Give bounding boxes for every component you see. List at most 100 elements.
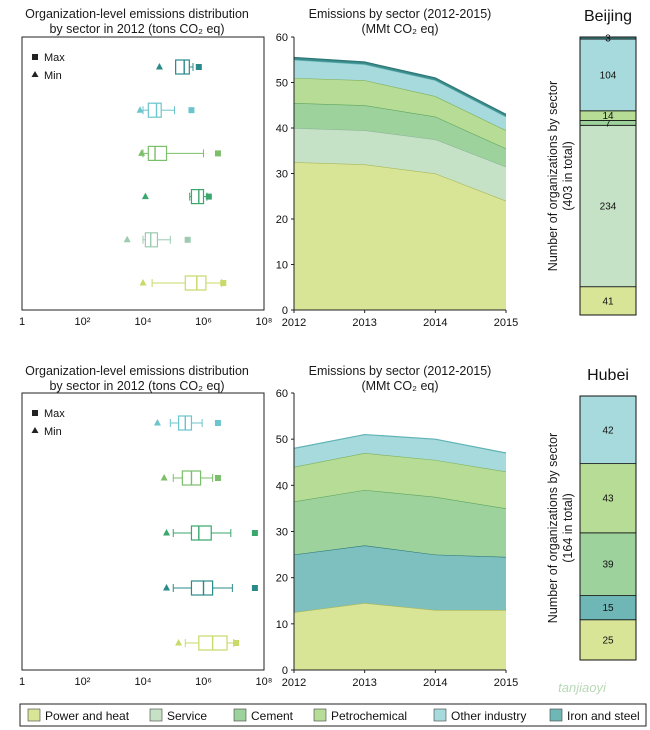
x-tick-label: 2013 [352,677,376,689]
max-marker [214,420,221,426]
segment-value-label: 25 [602,635,614,646]
marker-legend: Max Min [31,408,65,438]
y-tick-label: 10 [276,260,288,272]
x-tick-label: 2015 [494,677,518,689]
x-tick-label: 2012 [282,677,306,689]
segment-value-label: 14 [602,111,614,122]
legend-label: Petrochemical [331,709,407,723]
min-marker [155,63,163,70]
x-tick-label: 10⁸ [256,316,273,328]
segment-value-label: 39 [602,560,614,571]
area-power-and-heat [294,603,506,670]
legend-swatch [433,708,447,722]
min-marker [136,106,144,113]
iqr-box [190,525,212,541]
box-cement [141,189,212,205]
box-power-and-heat [175,635,240,651]
stacked-bar-0: Beijing Number of organizations by sector… [546,8,637,316]
y-tick-label: 30 [276,527,288,539]
box-iron-and-steel [155,59,202,75]
max-label: Max [44,408,65,420]
legend-item-petrochemical: Petrochemical [313,708,407,723]
legend-item-cement: Cement [233,708,294,723]
area-other-industry [294,434,506,472]
area-edge-petrochemical [293,452,507,473]
bar-frame [579,36,637,316]
plot-frame [21,36,265,311]
area-power-and-heat [294,162,506,310]
area-petrochemical [294,77,506,149]
y-tick-label: 30 [276,169,288,181]
legend-label: Service [167,709,207,723]
legend-label: Iron and steel [567,709,640,723]
area-title-line-0: Emissions by sector (2012-2015) [309,7,492,21]
max-marker-icon [32,54,38,60]
max-label: Max [44,52,65,64]
bar-segment-power-and-heat [579,619,637,661]
segment-value-label: 104 [600,70,617,81]
y-tick-label: 40 [276,480,288,492]
x-tick-label: 10⁶ [195,316,212,328]
segment-value-label: 41 [602,296,614,307]
min-marker [139,279,147,286]
legend-item-power-and-heat: Power and heat [27,708,130,723]
legend-swatch [313,708,327,722]
max-marker [220,280,227,286]
box-title-line-1: by sector in 2012 (tons CO₂ eq) [49,379,224,393]
box-title-line-0: Organization-level emissions distributio… [25,7,249,21]
area-edge-other-industry [293,433,507,454]
box-title-line-1: by sector in 2012 (tons CO₂ eq) [49,22,224,36]
area-chart-1: Emissions by sector (2012-2015)(MMt CO₂ … [276,364,518,689]
segment-value-label: 15 [602,603,614,614]
iqr-box [190,189,205,205]
legend-swatch [27,708,41,722]
legend-label: Cement [251,709,294,723]
legend-label: Power and heat [45,709,130,723]
box-power-and-heat [139,275,227,291]
legend-swatch [549,708,563,722]
min-label: Min [44,70,62,82]
legend: Power and heat Service Cement Petrochemical… [19,703,647,727]
y-tick-label: 60 [276,32,288,44]
y-axis-label: Number of organizations by sector (164 in… [546,433,575,623]
area-title-line-1: (MMt CO₂ eq) [361,379,438,393]
y-tick-label: 50 [276,434,288,446]
min-marker [153,419,161,426]
segment-value-label: 7 [605,118,611,129]
watermark-text: tanjiaoyi [558,680,607,695]
charts-layer: Organization-level emissions distributio… [19,7,637,689]
area-edge-iron-and-steel [293,56,507,115]
x-tick-label: 10² [75,316,91,328]
min-marker [175,639,183,646]
y-tick-label: 0 [282,305,288,317]
x-tick-label: 10⁶ [195,676,212,688]
legend-swatch [149,708,163,722]
max-marker [214,475,221,481]
box-petrochemical [160,470,221,486]
x-tick-label: 1 [19,316,25,328]
iqr-box [147,102,162,118]
max-marker [184,236,191,243]
y-axis-label: Number of organizations by sector (403 in… [546,81,575,271]
segment-value-label: 3 [605,34,611,45]
x-tick-label: 2015 [494,317,518,329]
box-plot-1: Organization-level emissions distributio… [19,364,273,688]
box-plot-0: Organization-level emissions distributio… [19,7,273,328]
iqr-box [184,275,207,291]
area-cement [294,102,506,167]
box-cement [163,525,258,541]
area-petrochemical [294,453,506,509]
min-marker [163,529,171,536]
max-marker [251,530,258,536]
bar-frame [579,395,637,661]
min-marker [123,235,131,243]
max-marker [233,640,240,646]
area-cement [294,489,506,557]
y-label-line-1: (403 in total) [561,141,575,210]
legend-item-other-industry: Other industry [433,708,526,723]
min-marker-icon [31,71,39,77]
max-marker [214,150,221,157]
y-tick-label: 20 [276,573,288,585]
max-marker [188,107,195,114]
